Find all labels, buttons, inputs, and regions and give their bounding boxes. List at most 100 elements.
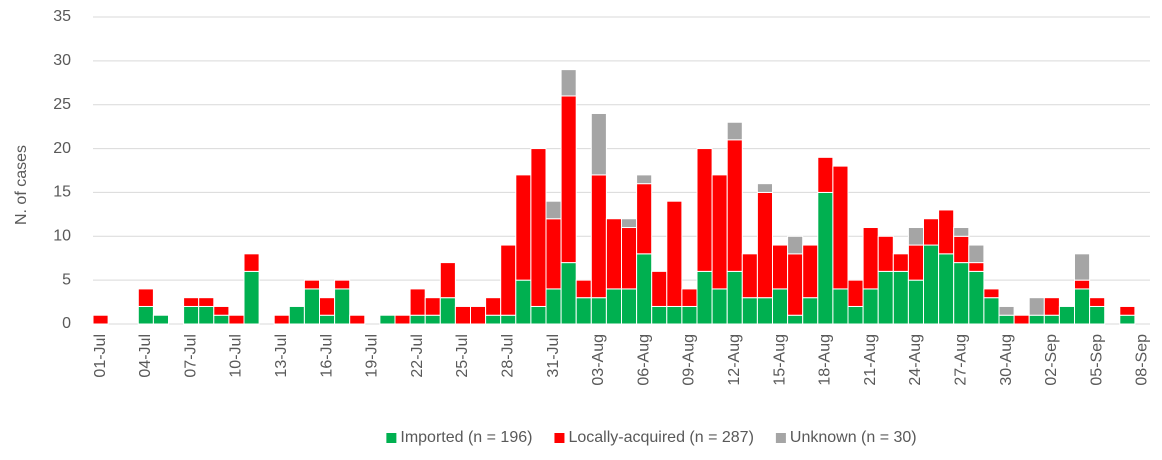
bar-segment (923, 244, 940, 325)
bar-segment (470, 305, 487, 325)
bar-segment (1028, 297, 1045, 316)
x-tick-label: 16-Jul (318, 334, 335, 378)
y-tick-label: 20 (53, 140, 71, 157)
bar-segment (711, 288, 728, 325)
bar-segment (968, 244, 985, 264)
y-tick-label: 35 (53, 8, 71, 25)
bar-segment (772, 288, 789, 325)
bar-segment (998, 314, 1015, 325)
bar-segment (998, 305, 1015, 316)
bar-segment (862, 288, 879, 325)
bar-segment (726, 139, 743, 272)
x-tick-label: 31-Jul (545, 334, 562, 378)
bar-segment (1089, 297, 1106, 307)
bar-segment (1028, 314, 1045, 325)
bar-segment (892, 270, 909, 325)
bar-segment (636, 174, 653, 185)
y-tick-label: 30 (53, 52, 71, 69)
legend-swatch (775, 433, 786, 443)
bar-segment (394, 314, 411, 325)
bar-segment (636, 253, 653, 325)
bar-segment (273, 314, 290, 325)
bar-segment (213, 305, 230, 316)
x-tick-label: 13-Jul (273, 334, 290, 378)
y-tick-label: 15 (53, 184, 71, 201)
bar-segment (183, 297, 200, 307)
bar-segment (696, 148, 713, 272)
bar-segment (1043, 314, 1060, 325)
bar-segment (228, 314, 245, 325)
bar-segment (847, 279, 864, 307)
bar-segment (877, 270, 894, 325)
bar-segment (983, 297, 1000, 325)
bar-segment (787, 253, 804, 316)
legend-label: Locally-acquired (n = 287) (568, 429, 753, 446)
x-tick-label: 05-Sep (1088, 334, 1105, 386)
bar-segment (877, 235, 894, 272)
bar-segment (515, 174, 532, 281)
x-tick-label: 09-Aug (681, 334, 698, 386)
bar-segment (334, 288, 351, 325)
bar-segment (953, 227, 970, 237)
bar-segment (545, 288, 562, 325)
bar-segment (288, 305, 305, 325)
bar-segment (303, 288, 320, 325)
bar-segment (530, 305, 547, 325)
legend-swatch (554, 433, 565, 443)
bar-segment (892, 253, 909, 272)
bar-segment (938, 253, 955, 325)
x-tick-label: 25-Jul (454, 334, 471, 378)
bar-segment (832, 288, 849, 325)
bar-segment (485, 297, 502, 316)
bar-segment (1058, 305, 1076, 325)
x-tick-label: 04-Jul (137, 334, 154, 378)
bar-segment (651, 270, 668, 307)
y-tick-label: 25 (53, 96, 71, 113)
bar-segment (560, 262, 577, 325)
bar-segment (515, 279, 532, 325)
x-tick-label: 12-Aug (726, 334, 743, 386)
bar-segment (424, 297, 441, 316)
bar-segment (560, 95, 577, 264)
x-tick-label: 27-Aug (952, 334, 969, 386)
bar-segment (1013, 314, 1030, 325)
x-tick-label: 22-Jul (409, 334, 426, 378)
y-tick-label: 10 (53, 228, 71, 245)
bar-segment (1089, 305, 1106, 325)
legend-label: Imported (n = 196) (400, 429, 532, 446)
bar-segment (968, 270, 985, 325)
bar-segment (319, 314, 336, 325)
bar-segment (605, 288, 623, 325)
bar-segment (756, 297, 774, 325)
bar-segment (696, 270, 713, 325)
bar-segment (953, 235, 970, 264)
x-tick-label: 02-Sep (1043, 334, 1060, 386)
bar-segment (152, 314, 169, 325)
bar-segment (198, 305, 215, 325)
bar-segment (621, 288, 638, 325)
bar-segment (802, 297, 819, 325)
bar-segment (711, 174, 728, 290)
bar-segment (741, 253, 758, 299)
bar-segment (1043, 297, 1060, 316)
bar-segment (968, 262, 985, 272)
bar-segment (243, 270, 260, 325)
bar-segment (726, 270, 743, 325)
x-tick-label: 01-Jul (92, 334, 109, 378)
x-tick-label: 07-Jul (182, 334, 199, 378)
bar-segment (651, 305, 668, 325)
bar-segment (243, 253, 260, 272)
bar-segment (137, 305, 154, 325)
bar-segment (409, 314, 426, 325)
bar-segment (379, 314, 396, 325)
bar-segment (334, 279, 351, 290)
bar-segment (1074, 253, 1091, 281)
bar-segment (907, 244, 925, 281)
bar-segment (1119, 305, 1136, 316)
x-tick-label: 10-Jul (228, 334, 245, 378)
bar-segment (666, 200, 683, 307)
bar-segment (756, 191, 774, 299)
x-tick-label: 03-Aug (590, 334, 607, 386)
bar-segment (787, 235, 804, 255)
